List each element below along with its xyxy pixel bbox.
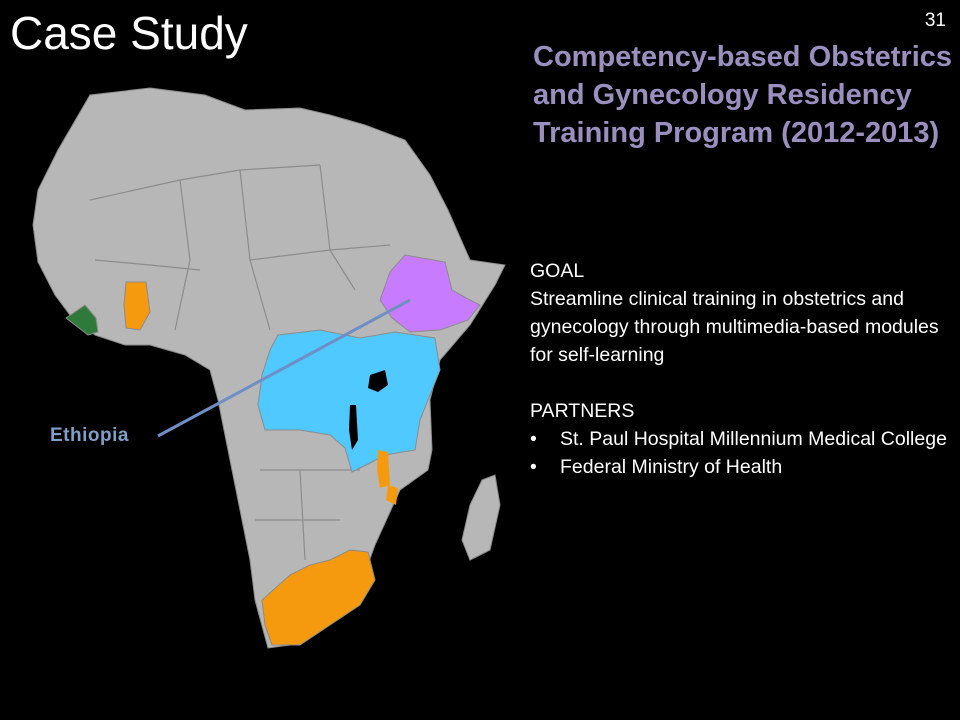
slide-number: 31 (924, 10, 946, 31)
mozambique-strip (386, 485, 398, 505)
goal-label: GOAL (530, 260, 585, 282)
partner-name: St. Paul Hospital Millennium Medical Col… (560, 428, 947, 450)
program-details: GOAL Streamline clinical training in obs… (530, 257, 950, 481)
goal-text: Streamline clinical training in obstetri… (530, 288, 939, 366)
partners-list: • St. Paul Hospital Millennium Medical C… (530, 425, 950, 481)
slide-title: Case Study (10, 7, 248, 59)
list-item: • St. Paul Hospital Millennium Medical C… (530, 425, 950, 453)
partner-name: Federal Ministry of Health (560, 456, 783, 478)
south-africa-country (261, 549, 376, 646)
liberia-country (65, 304, 99, 336)
lake-tanganyika (349, 405, 358, 450)
list-item: • Federal Ministry of Health (530, 453, 950, 481)
ethiopia-label: Ethiopia (50, 425, 129, 446)
madagascar-island (461, 474, 501, 561)
africa-map (32, 87, 506, 649)
country-borders (89, 164, 391, 561)
section-spacer (530, 369, 950, 397)
bullet-icon: • (530, 456, 537, 478)
partners-label: PARTNERS (530, 400, 635, 422)
malawi-country (377, 450, 390, 488)
lake-victoria (368, 370, 388, 392)
bullet-icon: • (530, 428, 537, 450)
ghana-country (123, 281, 151, 331)
ethiopia-pointer-line (157, 298, 411, 438)
program-heading: Competency-based Obstetrics and Gynecolo… (533, 41, 953, 149)
ethiopia-country (379, 254, 481, 333)
